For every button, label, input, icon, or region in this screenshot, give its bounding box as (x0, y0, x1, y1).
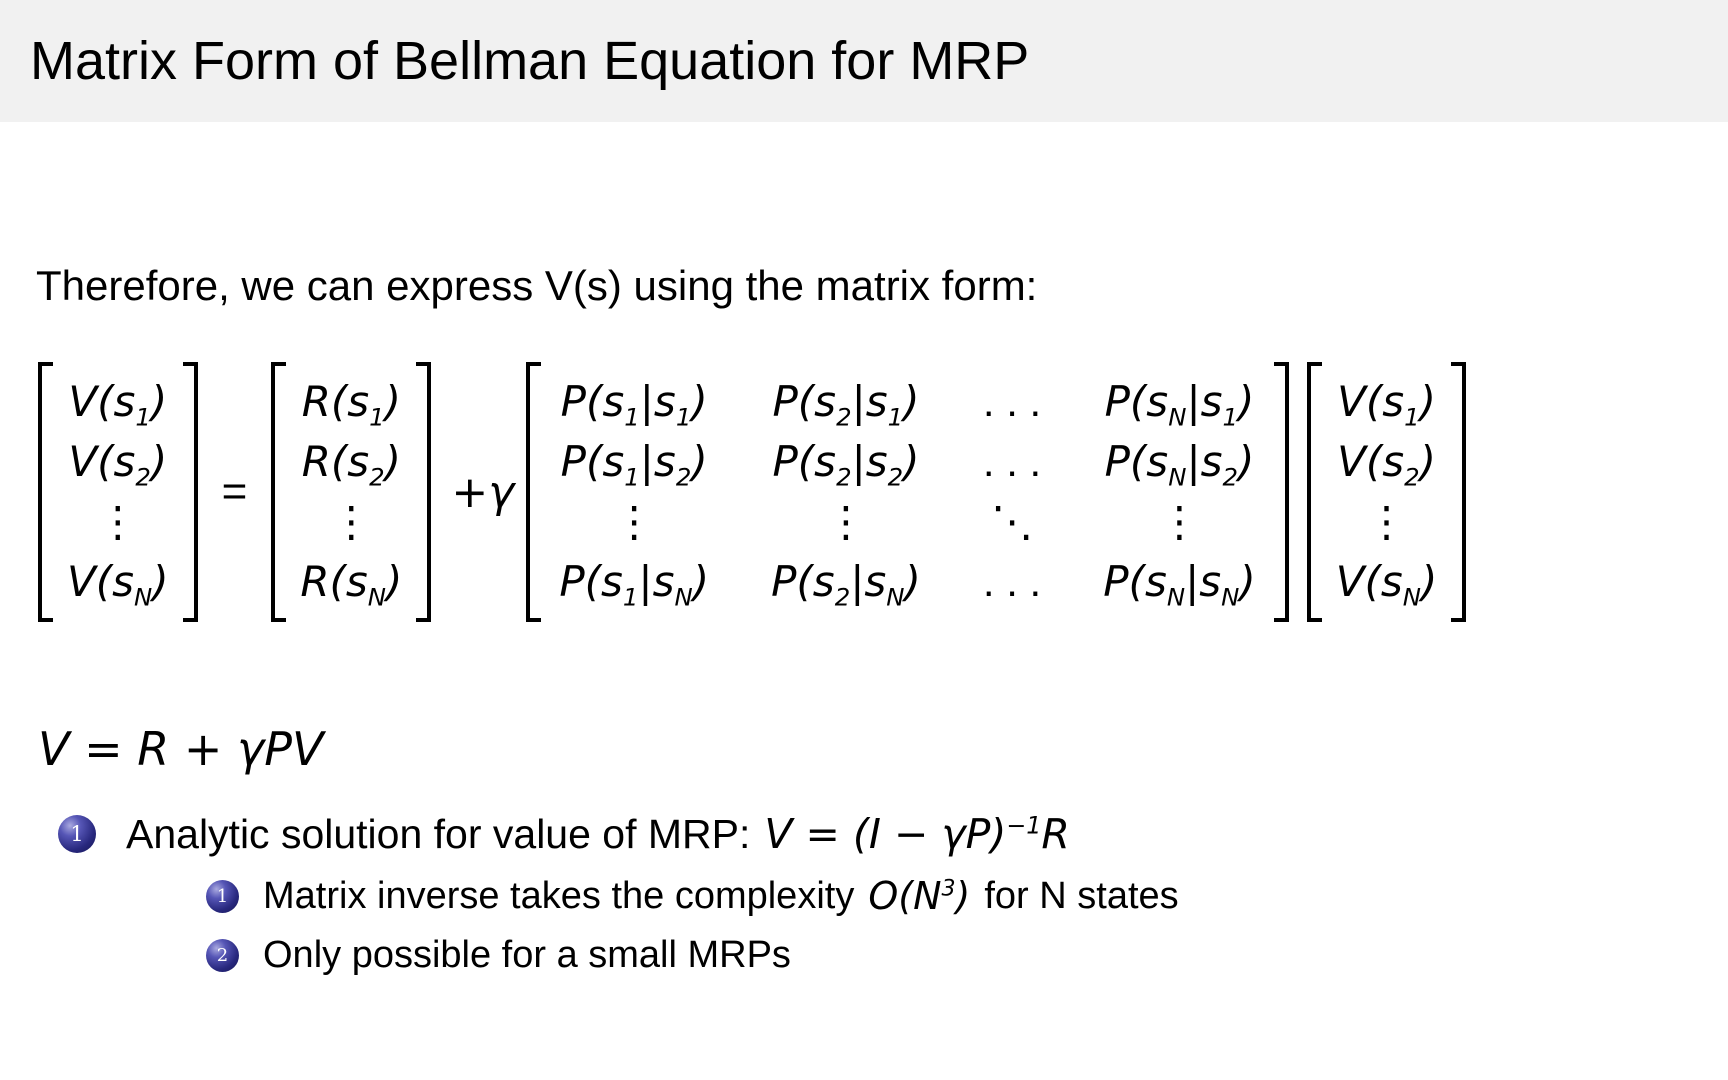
left-bracket (526, 362, 542, 622)
bellman-matrix-equation: V(s1) V(s2) ⋮ V(sN) = R(s1) R(s2) ⋮ R(sN… (38, 362, 1728, 622)
bullet-matrix-inverse: 1 Matrix inverse takes the complexity O(… (206, 874, 1728, 918)
bullet-analytic-solution: 1 Analytic solution for value of MRP: V … (58, 810, 1728, 858)
vector-entry: V(sN) (67, 557, 169, 612)
bullet-text: Only possible for a small MRPs (263, 934, 791, 976)
vertical-dots: ⋮ (330, 498, 373, 545)
vector-entry: V(sN) (1335, 557, 1438, 612)
enumeration-ball-1-icon: 1 (206, 879, 239, 913)
compact-equation: V = R + γPV (38, 722, 324, 776)
reward-vector: R(s1) R(s2) ⋮ R(sN) (271, 362, 432, 622)
vector-entry: V(s1) (1337, 377, 1436, 432)
vertical-dots: ⋮ (824, 498, 867, 545)
vector-entries: V(s1) V(s2) ⋮ V(sN) (1322, 362, 1452, 622)
slide-header: Matrix Form of Bellman Equation for MRP (0, 0, 1728, 122)
enumeration-ball-2-icon: 2 (206, 939, 239, 972)
vector-entry: V(s1) (68, 377, 168, 432)
bullet-text: Matrix inverse takes the complexity (263, 874, 855, 917)
right-bracket (1273, 362, 1289, 622)
bullet-list: 1 Analytic solution for value of MRP: V … (0, 810, 1728, 977)
matrix-entry: P(s1|s2) (560, 437, 708, 492)
bullet-math: V = (I − γP)−1R (764, 810, 1070, 858)
vertical-dots: ⋮ (96, 498, 139, 545)
vertical-dots: ⋮ (1158, 498, 1201, 545)
bullet-math: O(N3) (868, 874, 971, 918)
horizontal-dots: . . . (982, 438, 1042, 485)
matrix-entry: P(s1|sN) (559, 557, 710, 612)
vector-entries: R(s1) R(s2) ⋮ R(sN) (286, 362, 416, 622)
right-bracket (1451, 362, 1467, 622)
left-bracket (271, 362, 287, 622)
left-bracket (1306, 362, 1322, 622)
vector-entry: R(s1) (301, 377, 402, 432)
horizontal-dots: . . . (982, 558, 1042, 605)
matrix-entries: P(s1|s1) P(s2|s1) . . . P(sN|s1) P(s1|s2… (541, 362, 1273, 622)
matrix-entry: P(s2|sN) (771, 557, 921, 612)
value-vector-left: V(s1) V(s2) ⋮ V(sN) (38, 362, 198, 622)
value-vector-right: V(s1) V(s2) ⋮ V(sN) (1306, 362, 1467, 622)
horizontal-dots: . . . (982, 378, 1042, 425)
matrix-entry: P(s2|s1) (772, 377, 920, 432)
page-title: Matrix Form of Bellman Equation for MRP (30, 31, 1030, 91)
matrix-entry: P(s2|s2) (772, 437, 920, 492)
vector-entry: R(sN) (300, 557, 403, 612)
vector-entries: V(s1) V(s2) ⋮ V(sN) (53, 362, 183, 622)
equals-sign: = (221, 467, 248, 516)
diagonal-dots: ⋱ (991, 498, 1034, 545)
bullet-text-after: for N states (984, 874, 1179, 917)
enumeration-ball-1-icon: 1 (58, 815, 96, 853)
vertical-dots: ⋮ (613, 498, 656, 545)
bullet-small-mrps: 2 Only possible for a small MRPs (206, 934, 1728, 977)
vector-entry: R(s2) (301, 437, 402, 492)
matrix-entry: P(sN|sN) (1103, 557, 1256, 612)
right-bracket (416, 362, 432, 622)
slide-body: Therefore, we can express V(s) using the… (0, 262, 1728, 977)
plus-gamma-operator: +γ (451, 466, 515, 518)
transition-matrix: P(s1|s1) P(s2|s1) . . . P(sN|s1) P(s1|s2… (526, 362, 1289, 622)
vector-entry: V(s2) (68, 437, 168, 492)
vertical-dots: ⋮ (1365, 498, 1408, 545)
left-bracket (38, 362, 53, 622)
vector-entry: V(s2) (1337, 437, 1436, 492)
intro-text: Therefore, we can express V(s) using the… (36, 262, 1038, 309)
matrix-entry: P(s1|s1) (560, 377, 708, 432)
bullet-text: Analytic solution for value of MRP: (126, 810, 751, 857)
matrix-entry: P(sN|s1) (1104, 377, 1255, 432)
right-bracket (182, 362, 198, 622)
matrix-entry: P(sN|s2) (1104, 437, 1255, 492)
